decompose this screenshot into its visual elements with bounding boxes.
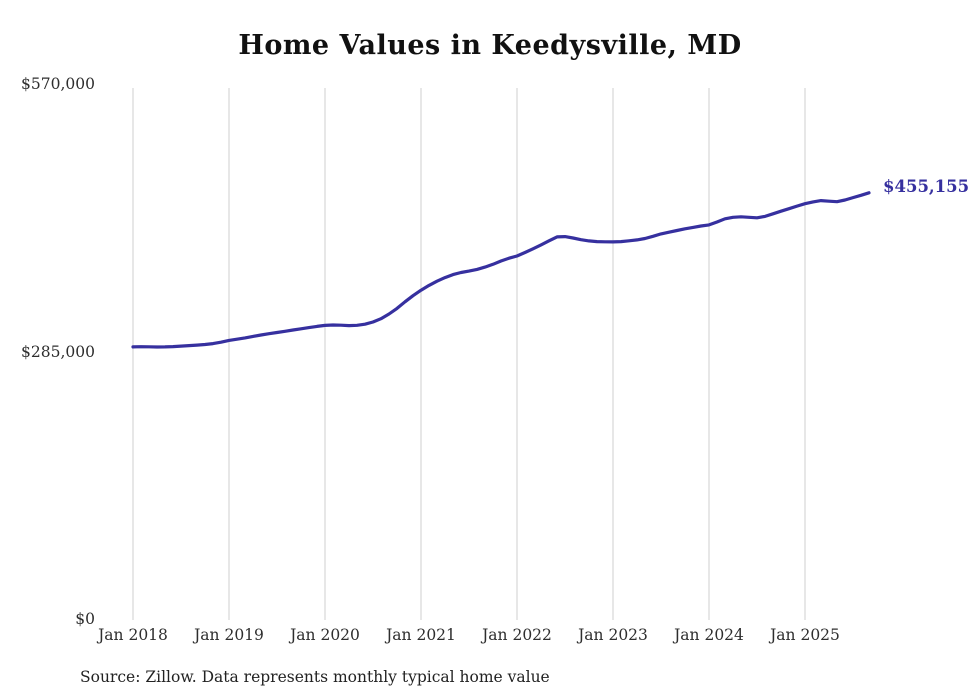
x-axis-tick-label: Jan 2020	[290, 626, 360, 644]
latest-value-label: $455,155	[883, 176, 970, 196]
x-axis-tick-label: Jan 2021	[386, 626, 456, 644]
y-axis-tick-label: $570,000	[21, 75, 95, 93]
x-axis-tick-label: Jan 2019	[194, 626, 264, 644]
y-axis-tick-label: $0	[75, 610, 95, 628]
x-axis-tick-label: Jan 2023	[578, 626, 648, 644]
x-axis-tick-label: Jan 2022	[482, 626, 552, 644]
home-value-line	[131, 191, 871, 349]
x-axis-tick-label: Jan 2018	[98, 626, 168, 644]
x-axis-tick-label: Jan 2024	[674, 626, 744, 644]
y-axis-tick-label: $285,000	[21, 342, 95, 361]
x-axis-tick-label: Jan 2025	[770, 626, 840, 644]
chart-title: Home Values in Keedysville, MD	[238, 30, 742, 61]
source-note: Source: Zillow. Data represents monthly …	[80, 668, 550, 686]
